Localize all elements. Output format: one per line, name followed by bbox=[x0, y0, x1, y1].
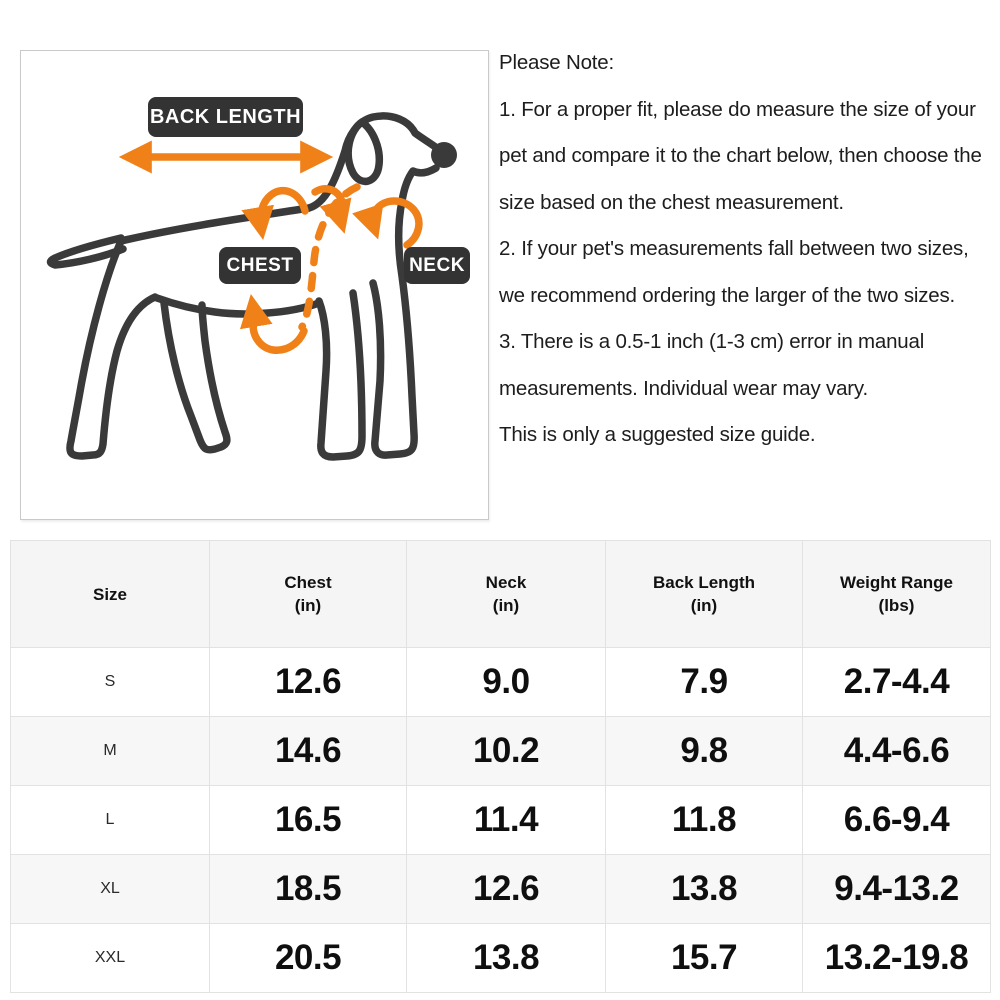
note-title: Please Note: bbox=[499, 51, 614, 74]
col-header-weight-range: Weight Range (lbs) bbox=[802, 540, 991, 648]
note-line: size based on the chest measurement. bbox=[499, 190, 844, 214]
weight-range-cell: 13.2-19.8 bbox=[802, 923, 991, 993]
weight-range-cell: 2.7-4.4 bbox=[802, 647, 991, 717]
col-header-label: Back Length bbox=[652, 573, 756, 592]
size-cell: M bbox=[10, 716, 210, 786]
col-header-back-length: Back Length (in) bbox=[605, 540, 803, 648]
neck-cell: 12.6 bbox=[406, 854, 606, 924]
size-cell: L bbox=[10, 785, 210, 855]
back-length-cell: 11.8 bbox=[605, 785, 803, 855]
col-header-unit: (in) bbox=[492, 596, 520, 615]
size-cell: XL bbox=[10, 854, 210, 924]
size-table-header: Size Chest (in) Neck (in) Back Length (i… bbox=[10, 540, 991, 648]
size-table: Size Chest (in) Neck (in) Back Length (i… bbox=[10, 540, 991, 993]
chest-wrap-arrow-right-icon bbox=[311, 185, 352, 234]
col-header-label: Chest bbox=[284, 573, 332, 592]
neck-cell: 13.8 bbox=[406, 923, 606, 993]
header-row: Size Chest (in) Neck (in) Back Length (i… bbox=[10, 540, 991, 648]
neck-loop-arrow-icon bbox=[352, 197, 423, 249]
chest-girth-dashed-line-icon bbox=[298, 183, 361, 331]
note-line: measurements. Individual wear may vary. bbox=[499, 376, 868, 400]
note-line: 3. There is a 0.5-1 inch (1-3 cm) error … bbox=[499, 330, 925, 353]
neck-cell: 9.0 bbox=[406, 647, 606, 717]
back-length-cell: 15.7 bbox=[605, 923, 803, 993]
back-length-cell: 13.8 bbox=[605, 854, 803, 924]
col-header-chest: Chest (in) bbox=[209, 540, 407, 648]
col-header-unit: (in) bbox=[690, 596, 718, 615]
col-header-label: Neck bbox=[485, 573, 527, 592]
col-header-label: Weight Range bbox=[839, 573, 954, 592]
weight-range-cell: 4.4-6.6 bbox=[802, 716, 991, 786]
col-header-size: Size bbox=[10, 540, 210, 648]
chest-cell: 20.5 bbox=[209, 923, 407, 993]
note-line: pet and compare it to the chart below, t… bbox=[499, 144, 982, 167]
col-header-label: Size bbox=[92, 584, 128, 604]
chest-wrap-arrow-bottom-icon bbox=[239, 293, 308, 354]
col-header-unit: (in) bbox=[294, 596, 322, 615]
table-row-xxl: XXL 20.5 13.8 15.7 13.2-19.8 bbox=[10, 923, 991, 993]
note-line: 2. If your pet's measurements fall betwe… bbox=[499, 237, 969, 260]
table-row-xl: XL 18.5 12.6 13.8 9.4-13.2 bbox=[10, 854, 991, 924]
table-row-l: L 16.5 11.4 11.8 6.6-9.4 bbox=[10, 785, 991, 855]
size-cell: XXL bbox=[10, 923, 210, 993]
col-header-unit: (lbs) bbox=[878, 596, 915, 615]
chest-cell: 18.5 bbox=[209, 854, 407, 924]
chest-cell: 12.6 bbox=[209, 647, 407, 717]
back-length-cell: 9.8 bbox=[605, 716, 803, 786]
chest-cell: 14.6 bbox=[209, 716, 407, 786]
size-cell: S bbox=[10, 647, 210, 717]
note-section: Please Note: 1. For a proper fit, please… bbox=[499, 40, 999, 459]
chest-cell: 16.5 bbox=[209, 785, 407, 855]
neck-tag: NECK bbox=[404, 247, 470, 284]
chest-tag: CHEST bbox=[219, 247, 301, 284]
note-line: This is only a suggested size guide. bbox=[499, 423, 816, 446]
dog-diagram-panel: BACK LENGTH CHEST NECK bbox=[20, 50, 489, 520]
dog-nose-icon bbox=[431, 142, 457, 168]
back-length-cell: 7.9 bbox=[605, 647, 803, 717]
chest-wrap-arrow-left-icon bbox=[241, 187, 309, 241]
dog-measurement-diagram bbox=[46, 112, 457, 461]
weight-range-cell: 9.4-13.2 bbox=[802, 854, 991, 924]
note-line: we recommend ordering the larger of the … bbox=[499, 283, 956, 307]
weight-range-cell: 6.6-9.4 bbox=[802, 785, 991, 855]
neck-cell: 11.4 bbox=[406, 785, 606, 855]
table-row-s: S 12.6 9.0 7.9 2.7-4.4 bbox=[10, 647, 991, 717]
neck-cell: 10.2 bbox=[406, 716, 606, 786]
dog-outline-icon bbox=[46, 112, 457, 461]
table-row-m: M 14.6 10.2 9.8 4.4-6.6 bbox=[10, 716, 991, 786]
note-line: 1. For a proper fit, please do measure t… bbox=[499, 97, 976, 121]
back-length-tag: BACK LENGTH bbox=[148, 97, 303, 137]
col-header-neck: Neck (in) bbox=[406, 540, 606, 648]
